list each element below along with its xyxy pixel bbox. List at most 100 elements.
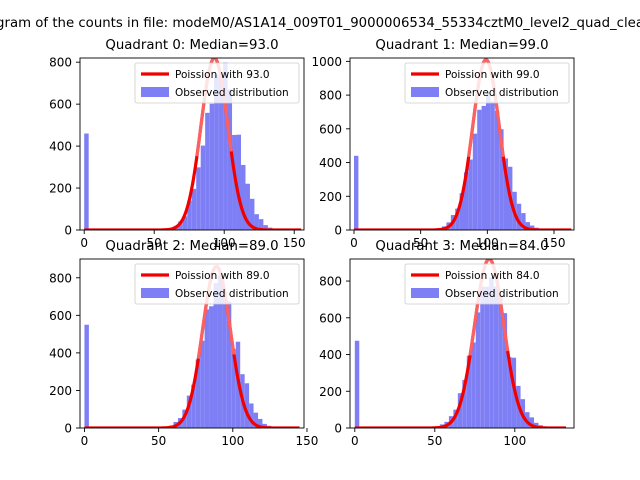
histogram-bar [84,133,89,230]
histogram-bar [218,77,224,230]
histogram-bar [262,423,267,428]
histogram-bar [214,74,219,230]
histogram-bar [258,418,263,428]
plot-area [354,259,567,428]
poisson-curve [354,259,567,428]
histogram-bar [249,403,254,428]
histogram-bar [205,112,210,230]
legend-observed-label: Observed distribution [175,288,289,300]
histogram-bar [227,89,233,230]
histogram-bar [258,219,264,230]
histogram-bar [481,105,486,230]
histogram-bar [507,357,512,428]
y-tick-label: 0 [334,422,342,436]
histogram-bar [493,286,499,428]
x-tick-label: 50 [147,236,162,250]
legend-observed-label: Observed distribution [445,87,559,99]
histogram-bar [354,155,359,230]
x-tick-label: 0 [80,236,88,250]
legend: Poission with 84.0 Observed distribution [404,263,570,305]
y-tick-label: 400 [49,346,72,360]
x-tick-label: 100 [213,236,236,250]
x-tick-label: 100 [221,434,244,448]
y-tick-label: 600 [49,309,72,323]
legend-observed-swatch [141,87,169,97]
histogram-bar [182,216,188,230]
histogram-bar [503,158,508,230]
histogram-bar [484,286,490,428]
x-tick-label: 150 [296,434,319,448]
histogram-bar [486,92,491,230]
axes-frame [79,57,305,231]
histogram-bar [254,214,259,230]
subplot-3: 0 50 100 0 200 400 600 800 Quadrant 3: Median=84… [319,239,575,448]
histogram-bar [499,129,504,230]
x-tick-label: 100 [503,434,526,448]
legend-observed-swatch [141,288,169,298]
histogram-bar [354,340,360,428]
histogram-bar [231,348,236,428]
axes-frame [349,258,575,429]
histogram-bar [195,359,201,428]
y-tick-label: 400 [319,348,342,362]
poisson-curve [83,264,301,428]
axes-frame [349,57,575,231]
subplot-title: Quadrant 0: Median=93.0 [105,38,278,53]
poisson-curve-peak [467,58,505,158]
y-tick-label: 600 [49,98,72,112]
x-tick-label: 0 [350,236,358,250]
x-tick-label: 0 [351,434,359,448]
histogram-bar [494,110,500,230]
histogram-bar [475,312,481,428]
legend: Poission with 89.0 Observed distribution [134,263,300,305]
histogram-bar [525,222,530,230]
histogram-bar [477,109,482,230]
histogram-bar [455,208,460,230]
legend-poisson-label: Poission with 84.0 [445,270,540,282]
y-tick-label: 800 [49,56,72,70]
legend-observed-swatch [411,288,439,298]
histogram-bar [196,167,201,230]
histogram-bar [457,393,463,428]
histogram-bar [502,313,508,428]
x-tick-label: 150 [543,236,566,250]
legend: Poission with 99.0 Observed distribution [404,62,570,104]
histogram-bar [236,134,241,230]
histogram-bar [223,62,228,230]
figure-suptitle: Histogram of the counts in file: modeM0/… [0,16,640,31]
y-tick-label: 0 [64,422,72,436]
histogram-bar [187,200,192,230]
histogram-bar [464,172,469,230]
y-tick-label: 200 [49,182,72,196]
subplot-2: 0 50 100 150 0 200 400 600 800 Quadrant 2: Median… [49,239,318,448]
axes-frame [79,258,305,429]
histogram-bar [489,277,494,428]
y-tick-label: 800 [319,89,342,103]
histogram-bar [244,383,250,428]
histogram-bar [453,409,458,428]
legend-box [404,62,570,104]
histogram-bar [462,379,467,428]
subplot-title: Quadrant 1: Median=99.0 [375,38,548,53]
histogram-bar [459,193,464,230]
histogram-bar [232,134,237,230]
y-tick-label: 400 [319,156,342,170]
subplot-title: Quadrant 2: Median=89.0 [105,239,278,254]
x-tick-label: 50 [413,236,428,250]
histogram-bar [529,417,534,428]
histogram-bar [204,309,210,428]
subplot-title: Quadrant 3: Median=84.0 [375,239,548,254]
histogram-bar [253,412,259,428]
histogram-bar [516,203,522,230]
legend-box [404,263,570,305]
subplot-1: 0 50 100 150 0 200 400 600 800 1000 Quadrant 1: Me… [311,38,575,250]
y-tick-label: 400 [49,140,72,154]
y-tick-label: 200 [319,385,342,399]
y-tick-label: 1000 [311,55,342,69]
histogram-bar [213,283,218,428]
histogram-bar [191,384,196,428]
legend-observed-label: Observed distribution [175,87,289,99]
histogram-bar [490,101,495,230]
histogram-bar [468,159,473,230]
